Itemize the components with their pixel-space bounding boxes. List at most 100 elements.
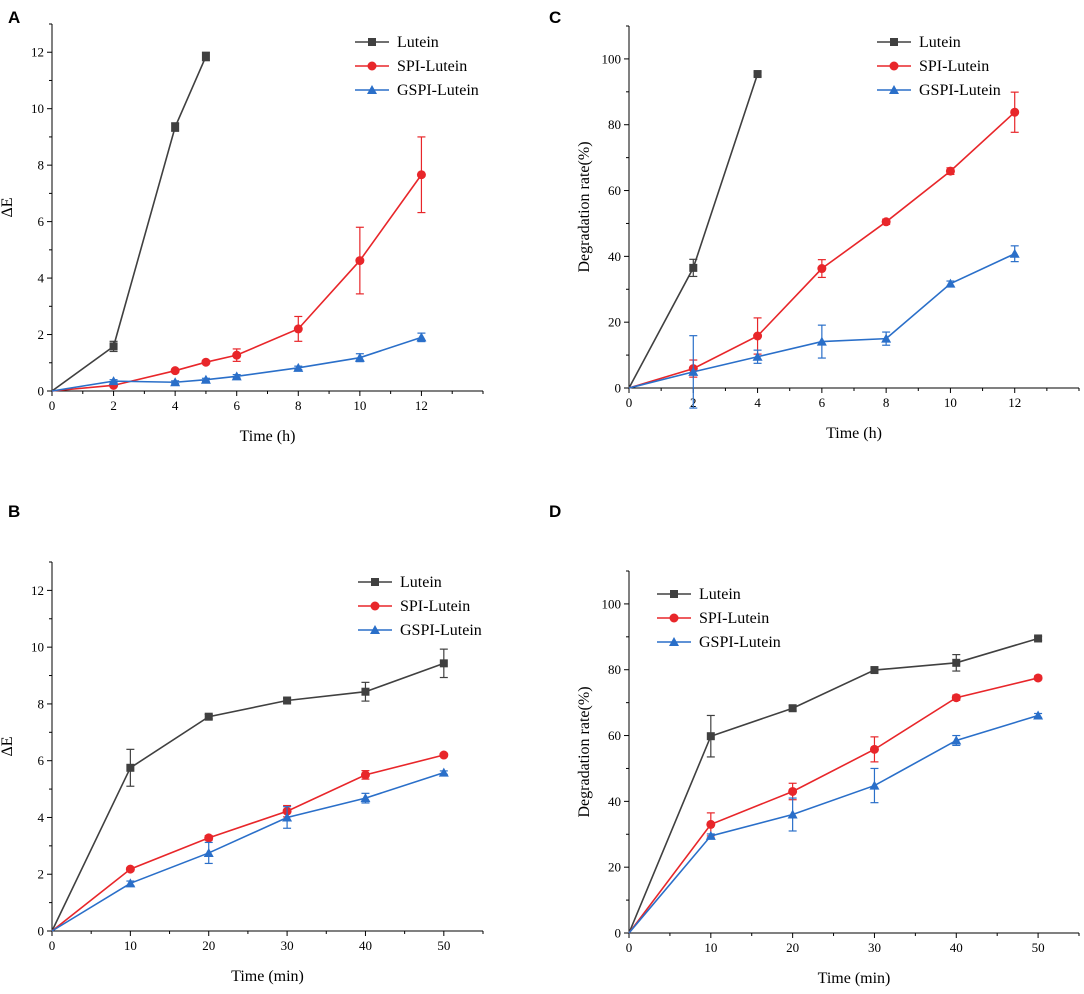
series-lutein-a [51, 51, 210, 392]
y-tick-label-d: 40 [608, 794, 621, 809]
legend-marker-spi-lutein-d [669, 613, 679, 623]
legend-label-spi-lutein-b: SPI-Lutein [400, 598, 470, 615]
data-point-lutein-c [753, 70, 762, 79]
legend-label-gspi-lutein-a: GSPI-Lutein [397, 82, 479, 99]
data-point-gspi-lutein-a [200, 374, 211, 384]
y-axis-title-a: ΔE [0, 197, 16, 217]
y-tick-label-c: 60 [608, 183, 621, 198]
data-point-spi-lutein-b [125, 864, 135, 874]
panel-letter-c: C [549, 8, 562, 27]
legend-label-spi-lutein-d: SPI-Lutein [699, 610, 769, 627]
legend-marker-gspi-lutein-c [889, 85, 899, 94]
y-tick-label-a: 2 [38, 327, 45, 342]
y-tick-label-b: 4 [38, 810, 45, 825]
data-point-spi-lutein-a [355, 256, 365, 266]
data-point-spi-lutein-c [1010, 107, 1020, 117]
panel-letter-d: D [549, 502, 562, 521]
series-spi-lutein-d [628, 673, 1043, 934]
data-point-gspi-lutein-d [705, 830, 716, 840]
series-gspi-lutein-b [51, 767, 449, 932]
data-point-spi-lutein-c [817, 264, 827, 274]
y-tick-label-b: 2 [38, 867, 45, 882]
x-tick-label-b: 0 [49, 938, 56, 953]
chart-panel-d: 0 10 20 30 40 50 0 20 40 60 80 100 Time (min) Degrada… [541, 494, 1081, 994]
series-line-lutein-b [51, 662, 445, 932]
y-tick-label-c: 100 [602, 51, 622, 66]
x-tick-label-c: 8 [883, 395, 890, 410]
data-point-lutein-c [689, 263, 698, 272]
y-tick-label-c: 40 [608, 249, 621, 264]
data-point-gspi-lutein-c [881, 333, 892, 343]
series-spi-lutein-c [628, 91, 1020, 389]
y-tick-label-d: 100 [602, 596, 622, 611]
data-point-spi-lutein-d [788, 786, 798, 796]
y-tick-label-c: 80 [608, 117, 621, 132]
x-tick-label-b: 50 [437, 938, 450, 953]
data-point-gspi-lutein-b [282, 812, 293, 822]
x-tick-label-a: 6 [233, 398, 240, 413]
x-tick-label-d: 0 [626, 940, 633, 955]
x-axis-title-d: Time (min) [818, 970, 891, 987]
series-line-lutein-a [51, 56, 207, 392]
x-tick-label-b: 30 [281, 938, 294, 953]
data-point-spi-lutein-c [881, 217, 891, 227]
panel-letter-a: A [8, 8, 21, 27]
x-tick-label-c: 12 [1008, 395, 1021, 410]
x-tick-label-d: 40 [950, 940, 963, 955]
x-axis-title-a: Time (h) [240, 428, 296, 445]
y-axis-title-d: Degradation rate(%) [576, 686, 593, 817]
series-gspi-lutein-a [51, 332, 427, 392]
data-point-spi-lutein-a [232, 350, 242, 360]
data-point-gspi-lutein-a [231, 371, 242, 381]
chart-b-svg: 0 10 20 30 40 50 0 2 4 6 8 10 12 Time (min) ΔE Lutein SP… [0, 561, 484, 985]
chart-d-svg: 0 10 20 30 40 50 0 20 40 60 80 100 Time (min) Degrada… [576, 570, 1080, 987]
panel-letter-b: B [8, 502, 21, 521]
x-tick-label-a: 8 [295, 398, 302, 413]
legend-label-lutein-b: Lutein [400, 574, 442, 591]
series-line-gspi-lutein-d [628, 714, 1039, 934]
legend-marker-spi-lutein-c [889, 61, 899, 71]
series-gspi-lutein-d [628, 710, 1044, 934]
series-line-spi-lutein-b [51, 754, 445, 932]
data-point-gspi-lutein-c [688, 366, 699, 376]
chart-panel-b: 0 10 20 30 40 50 0 2 4 6 8 10 12 Time (min) ΔE Lutein SP… [0, 494, 540, 994]
data-point-gspi-lutein-d [951, 735, 962, 745]
series-spi-lutein-a [51, 136, 426, 392]
x-tick-label-b: 40 [359, 938, 372, 953]
x-tick-label-a: 0 [49, 398, 56, 413]
data-point-gspi-lutein-a [354, 352, 365, 362]
data-point-spi-lutein-c [753, 331, 763, 341]
data-point-spi-lutein-b [439, 750, 449, 760]
data-point-lutein-a [109, 342, 118, 351]
series-lutein-d [628, 634, 1043, 934]
legend-label-gspi-lutein-d: GSPI-Lutein [699, 634, 781, 651]
data-point-lutein-b [204, 712, 213, 721]
series-line-gspi-lutein-a [51, 336, 422, 392]
y-axis-title-b: ΔE [0, 736, 16, 756]
data-point-lutein-d [870, 666, 879, 675]
data-point-lutein-d [706, 732, 715, 741]
legend-label-lutein-d: Lutein [699, 586, 741, 603]
data-point-lutein-b [439, 659, 448, 668]
data-point-gspi-lutein-c [816, 336, 827, 346]
data-point-gspi-lutein-a [170, 377, 181, 387]
x-tick-label-d: 30 [868, 940, 881, 955]
x-tick-label-b: 20 [202, 938, 215, 953]
y-tick-label-b: 8 [38, 696, 45, 711]
data-point-gspi-lutein-a [416, 332, 427, 342]
legend-marker-gspi-lutein-b [370, 625, 380, 634]
data-point-gspi-lutein-b [438, 767, 449, 777]
y-tick-label-d: 0 [615, 926, 622, 941]
series-lutein-b [51, 648, 448, 932]
data-point-gspi-lutein-a [108, 376, 119, 386]
x-axis-title-b: Time (min) [231, 968, 304, 985]
data-point-gspi-lutein-c [752, 351, 763, 361]
x-tick-label-a: 2 [110, 398, 117, 413]
y-tick-label-a: 6 [38, 214, 45, 229]
x-tick-label-d: 20 [786, 940, 799, 955]
series-line-spi-lutein-d [628, 677, 1039, 934]
legend-marker-gspi-lutein-a [367, 85, 377, 94]
y-tick-label-b: 10 [31, 640, 44, 655]
series-line-gspi-lutein-b [51, 771, 445, 932]
data-point-lutein-b [126, 763, 135, 772]
